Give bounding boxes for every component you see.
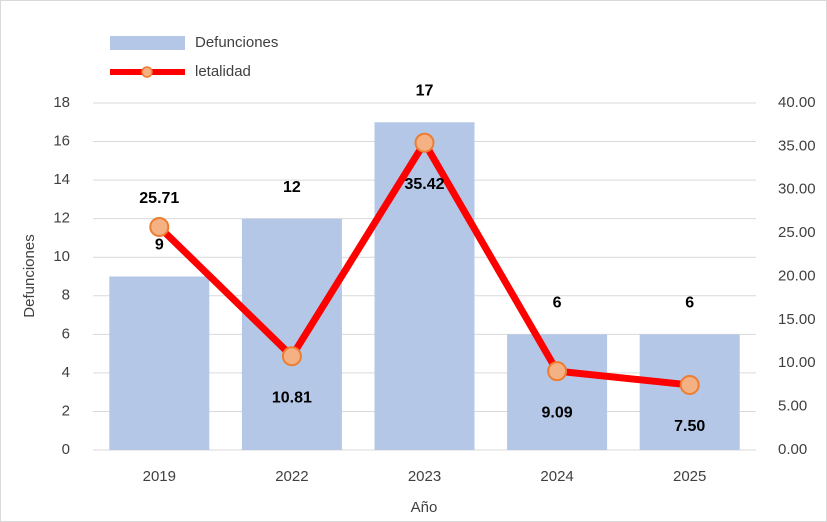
- x-tick-label: 2023: [408, 468, 441, 485]
- marker: [547, 361, 568, 382]
- y-tick-label: 4: [62, 364, 70, 381]
- x-tick-label: 2019: [143, 468, 176, 485]
- marker: [679, 374, 700, 395]
- y2-tick-label: 20.00: [778, 267, 816, 284]
- y-tick-label: 10: [53, 248, 70, 265]
- legend-label: letalidad: [195, 63, 251, 80]
- data-label: 25.71: [139, 190, 179, 207]
- data-label: 35.42: [404, 176, 444, 193]
- bar: [374, 122, 475, 451]
- y-tick-label: 6: [62, 325, 70, 342]
- y2-tick-label: 25.00: [778, 224, 816, 241]
- bar: [241, 218, 342, 450]
- y2-tick-label: 15.00: [778, 311, 816, 328]
- legend-swatch: [110, 36, 185, 50]
- y-tick-label: 2: [62, 402, 70, 419]
- data-label: 12: [283, 179, 301, 196]
- y-tick-label: 16: [53, 133, 70, 150]
- bar: [109, 276, 210, 450]
- data-label: 10.81: [272, 389, 312, 406]
- y2-tick-label: 40.00: [778, 94, 816, 111]
- y-tick-label: 0: [62, 441, 70, 458]
- data-label: 7.50: [674, 418, 705, 435]
- y2-tick-label: 0.00: [778, 441, 807, 458]
- x-tick-label: 2025: [673, 468, 706, 485]
- y2-tick-label: 5.00: [778, 398, 807, 415]
- data-label: 17: [416, 82, 434, 99]
- bar: [507, 334, 608, 450]
- y-tick-label: 8: [62, 287, 70, 304]
- y2-tick-label: 30.00: [778, 181, 816, 198]
- marker: [281, 346, 302, 367]
- y2-tick-label: 35.00: [778, 137, 816, 154]
- x-axis-title: Año: [411, 499, 438, 516]
- data-label: 6: [685, 295, 694, 312]
- y-axis-title: Defunciones: [21, 234, 38, 317]
- data-label: 6: [553, 295, 562, 312]
- x-tick-label: 2022: [275, 468, 308, 485]
- marker: [149, 216, 170, 237]
- marker: [414, 132, 435, 153]
- legend-marker: [141, 66, 153, 78]
- legend-label: Defunciones: [195, 34, 278, 51]
- y-tick-label: 14: [53, 171, 70, 188]
- data-label: 9: [155, 237, 164, 254]
- y-tick-label: 12: [53, 210, 70, 227]
- x-tick-label: 2024: [540, 468, 573, 485]
- y2-tick-label: 10.00: [778, 354, 816, 371]
- data-label: 9.09: [542, 404, 573, 421]
- y-tick-label: 18: [53, 94, 70, 111]
